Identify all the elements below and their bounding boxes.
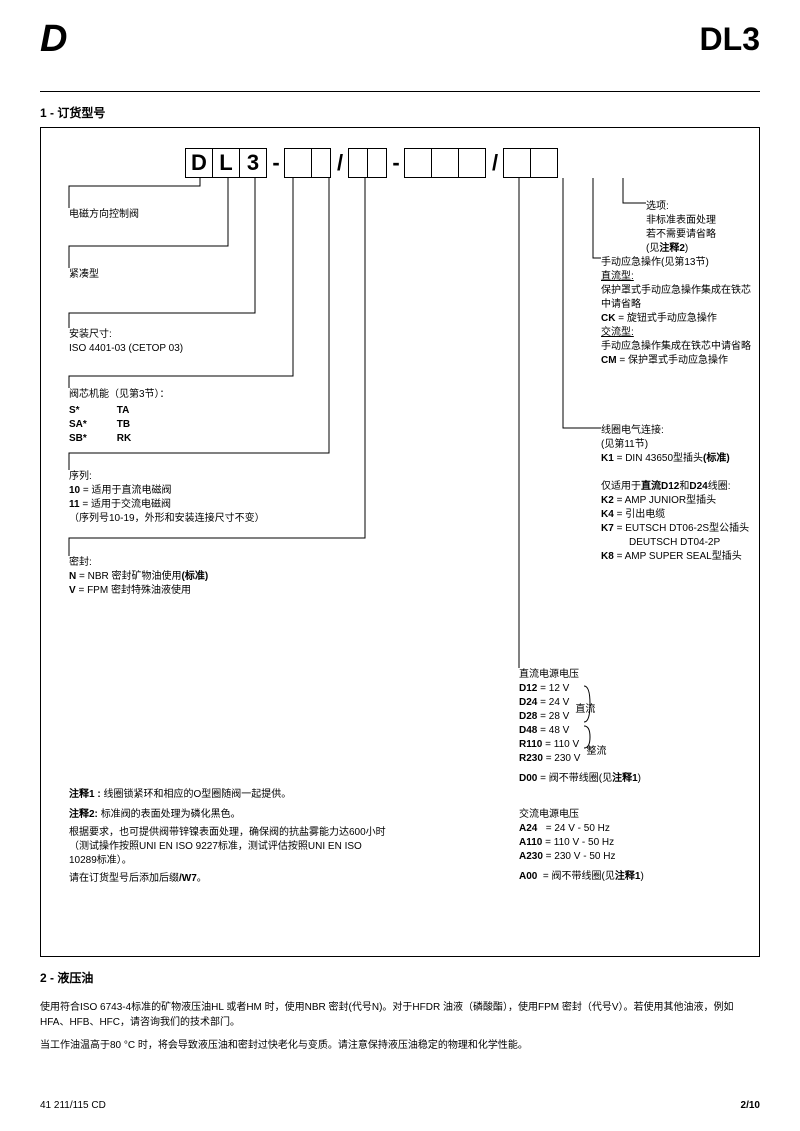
cell-12 [530,148,558,178]
label-option: 选项: 非标准表面处理 若不需要请省略 (见注释2) [646,200,756,256]
sep-slash1: / [331,148,349,178]
section2-title: 2 - 液压油 [40,969,760,986]
label-spool: 阀芯机能（见第3节）： S*SA*SB* TATBRK [69,388,170,446]
logo: D [40,18,67,61]
cell-4 [284,148,312,178]
divider [40,91,760,92]
cell-6 [348,148,368,178]
code-cells: D L 3 - / - / [186,148,558,178]
cell-11 [503,148,531,178]
label-ac-voltage: 交流电源电压 A24 = 24 V - 50 Hz A110 = 110 V -… [519,808,749,884]
cell-9 [431,148,459,178]
sep-dash2: - [387,148,405,178]
doc-number: 41 211/115 CD [40,1100,106,1111]
sep-slash2: / [486,148,504,178]
cell-3: 3 [239,148,267,178]
label-dc-voltage: 直流电源电压 D12 = 12 V D24 = 24 V D28 = 28 V … [519,668,749,786]
page-footer: 41 211/115 CD 2/10 [40,1100,760,1111]
label-mounting: 安装尺寸: ISO 4401-03 (CETOP 03) [69,328,183,356]
cell-5 [311,148,331,178]
label-series: 序列: 1010 = 适用于直流电磁阀 = 适用于直流电磁阀 11 = 适用于交… [69,470,265,526]
label-manual: 手动应急操作(见第13节) 直流型: 保护罩式手动应急操作集成在铁芯中请省略 C… [601,256,756,368]
cell-10 [458,148,486,178]
label-compact: 紧凑型 [69,268,99,282]
label-solenoid-valve: 电磁方向控制阀 [69,208,139,222]
page-number: 2/10 [741,1100,760,1111]
sep-dash1: - [267,148,285,178]
label-coil-conn: 线圈电气连接: (见第11节) K1 = DIN 43650型插头(标准) 仅适… [601,424,761,564]
ordering-diagram: D L 3 - / - / 电磁方向控制阀 紧凑型 安装尺寸: ISO 4401… [40,127,760,957]
section1-title: 1 - 订货型号 [40,104,760,121]
cell-d: D [185,148,213,178]
cell-7 [367,148,387,178]
section2-body: 使用符合ISO 6743-4标准的矿物液压油HL 或者HM 时，使用NBR 密封… [40,1000,760,1053]
label-seals: 密封: N = NBR 密封矿物油使用(标准) V = FPM 密封特殊油液使用 [69,556,208,598]
cell-l: L [212,148,240,178]
cell-8 [404,148,432,178]
notes-block: 注释1 : 线圈锁紧环和相应的O型圈随阀一起提供。 注释2: 标准阀的表面处理为… [69,788,389,886]
model-title: DL3 [700,21,760,58]
